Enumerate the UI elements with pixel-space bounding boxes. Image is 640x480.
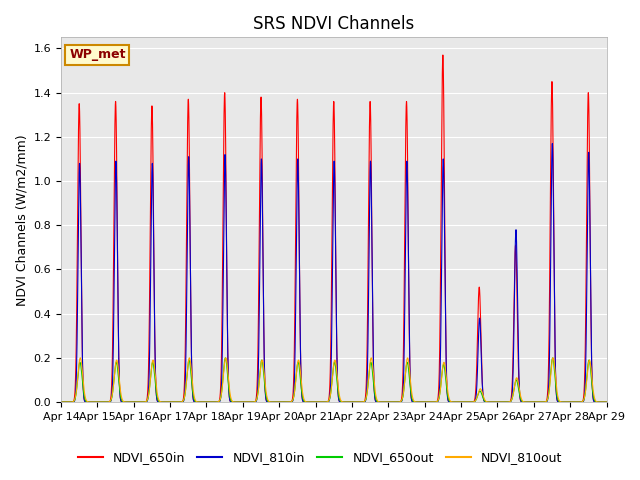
Title: SRS NDVI Channels: SRS NDVI Channels — [253, 15, 414, 33]
Legend: NDVI_650in, NDVI_810in, NDVI_650out, NDVI_810out: NDVI_650in, NDVI_810in, NDVI_650out, NDV… — [72, 446, 568, 469]
Y-axis label: NDVI Channels (W/m2/mm): NDVI Channels (W/m2/mm) — [15, 134, 28, 305]
Text: WP_met: WP_met — [69, 48, 125, 61]
